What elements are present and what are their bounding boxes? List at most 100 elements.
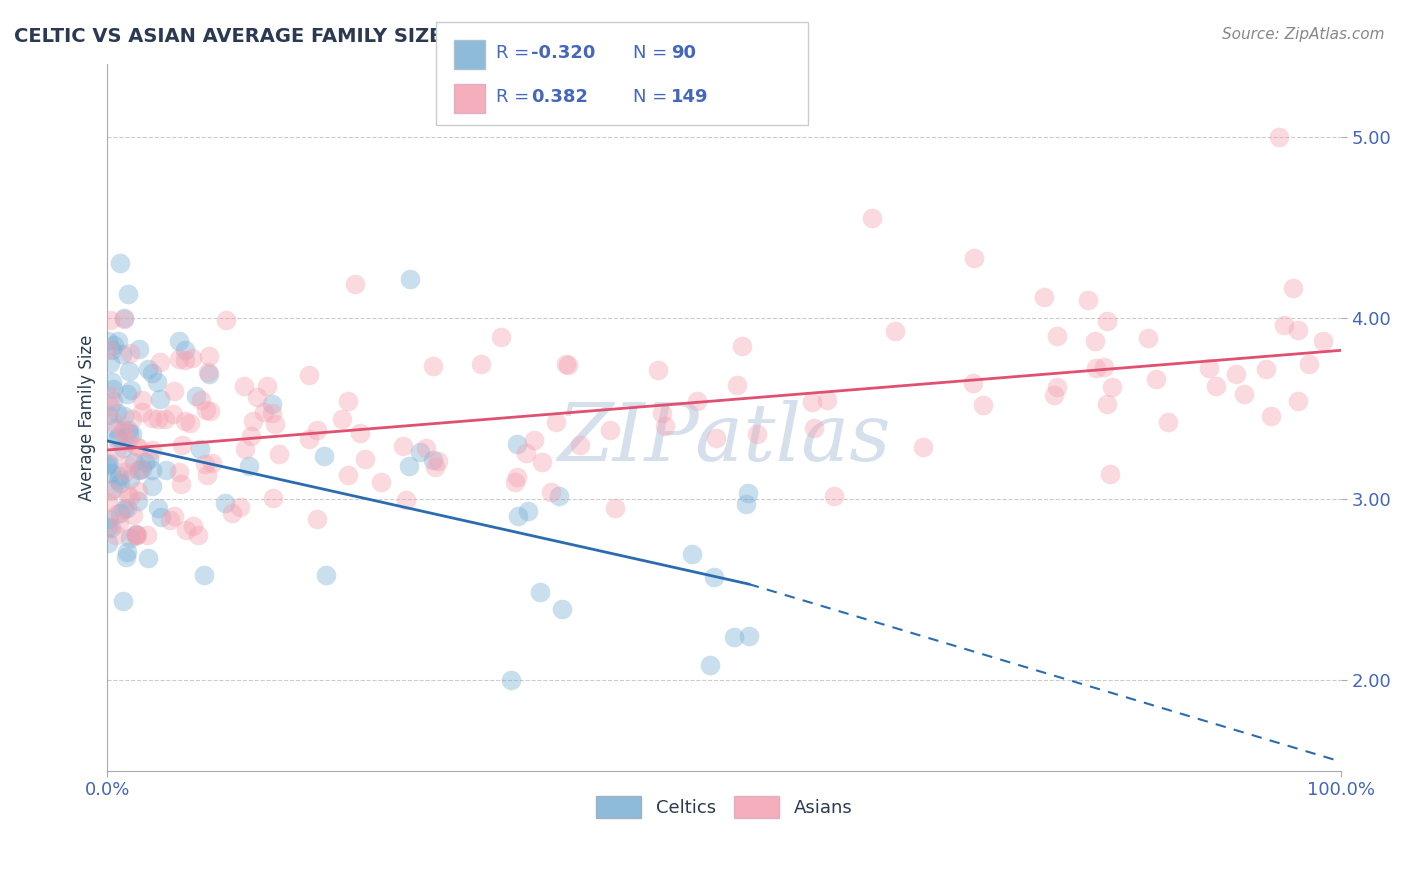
Point <box>169 466 191 480</box>
Point <box>131 405 153 419</box>
Point <box>112 311 135 326</box>
Point <box>97 457 120 471</box>
Text: 90: 90 <box>671 44 696 62</box>
Point <box>136 361 159 376</box>
Point <box>515 446 537 460</box>
Point <box>337 467 360 482</box>
Point <box>194 457 217 471</box>
Point <box>155 463 177 477</box>
Text: 149: 149 <box>671 88 709 106</box>
Point <box>129 461 152 475</box>
Point <box>599 423 621 437</box>
Point <box>197 367 219 381</box>
Point <box>262 491 284 506</box>
Point <box>198 404 221 418</box>
Point <box>121 412 143 426</box>
Point <box>1046 329 1069 343</box>
Point <box>803 421 825 435</box>
Point <box>190 393 212 408</box>
Point <box>547 489 569 503</box>
Point <box>884 324 907 338</box>
Point <box>97 494 120 508</box>
Point <box>138 451 160 466</box>
Point <box>120 383 142 397</box>
Point <box>97 512 120 526</box>
Point <box>735 497 758 511</box>
Point <box>398 272 420 286</box>
Point <box>162 509 184 524</box>
Point <box>141 442 163 457</box>
Point <box>153 412 176 426</box>
Point <box>188 442 211 456</box>
Point <box>159 513 181 527</box>
Point <box>682 547 704 561</box>
Point <box>731 339 754 353</box>
Point <box>214 495 236 509</box>
Point <box>108 256 131 270</box>
Point <box>1101 380 1123 394</box>
Point <box>117 488 139 502</box>
Point <box>101 482 124 496</box>
Point <box>120 490 142 504</box>
Point <box>100 466 122 480</box>
Point <box>1272 318 1295 332</box>
Point <box>127 483 149 498</box>
Point <box>111 347 134 361</box>
Point <box>245 390 267 404</box>
Point <box>233 379 256 393</box>
Point <box>501 673 523 687</box>
Point <box>117 458 139 472</box>
Point <box>470 357 492 371</box>
Text: -0.320: -0.320 <box>531 44 596 62</box>
Point <box>962 376 984 390</box>
Point <box>97 408 120 422</box>
Point <box>544 415 567 429</box>
Point <box>117 364 139 378</box>
Point <box>314 449 336 463</box>
Point <box>195 467 218 482</box>
Point <box>1282 281 1305 295</box>
Point <box>1099 467 1122 481</box>
Point <box>201 456 224 470</box>
Point <box>911 440 934 454</box>
Point <box>1286 393 1309 408</box>
Point <box>104 528 127 542</box>
Point <box>800 394 823 409</box>
Point <box>108 469 131 483</box>
Point <box>181 351 204 366</box>
Point <box>124 528 146 542</box>
Point <box>108 506 131 520</box>
Point <box>1254 362 1277 376</box>
Point <box>343 277 366 291</box>
Point <box>122 455 145 469</box>
Point <box>253 404 276 418</box>
Point <box>298 432 321 446</box>
Point <box>1043 388 1066 402</box>
Point <box>398 459 420 474</box>
Text: R =: R = <box>496 44 536 62</box>
Point <box>120 472 142 486</box>
Text: N =: N = <box>633 88 672 106</box>
Point <box>1084 361 1107 376</box>
Point <box>141 463 163 477</box>
Point <box>704 431 727 445</box>
Text: R =: R = <box>496 88 541 106</box>
Point <box>174 353 197 368</box>
Point <box>121 508 143 522</box>
Point <box>131 392 153 407</box>
Point <box>112 501 135 516</box>
Point <box>426 454 449 468</box>
Point <box>370 475 392 489</box>
Point <box>115 386 138 401</box>
Point <box>141 410 163 425</box>
Point <box>141 366 163 380</box>
Point <box>150 509 173 524</box>
Point <box>98 356 121 370</box>
Point <box>198 349 221 363</box>
Point <box>107 473 129 487</box>
Point <box>105 444 128 458</box>
Point <box>686 393 709 408</box>
Point <box>162 408 184 422</box>
Point <box>135 528 157 542</box>
Point <box>112 442 135 456</box>
